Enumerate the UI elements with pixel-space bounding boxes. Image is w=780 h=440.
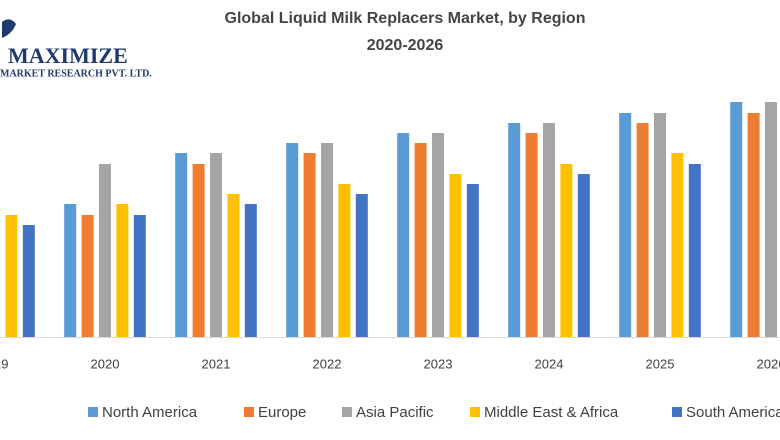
bar — [22, 225, 35, 337]
bar — [730, 102, 743, 337]
legend-swatch — [470, 407, 480, 417]
bar — [99, 164, 111, 337]
legend-swatch — [672, 407, 682, 417]
bar — [116, 204, 129, 337]
bar — [432, 133, 444, 337]
bar — [355, 194, 368, 337]
bar — [5, 215, 18, 337]
x-tick-label: 2024 — [535, 356, 564, 371]
legend-swatch — [244, 407, 254, 417]
x-tick-label: 2019 — [0, 356, 8, 371]
bar — [654, 113, 666, 337]
bar — [747, 113, 760, 337]
bar — [414, 143, 427, 337]
x-tick-label: 2023 — [424, 356, 453, 371]
x-tick-label: 2026 — [757, 356, 780, 371]
bar — [286, 143, 299, 337]
bar — [577, 174, 590, 337]
bar — [133, 215, 146, 337]
legend-label: South America — [686, 404, 780, 421]
bar — [338, 184, 351, 337]
legend-label: Middle East & Africa — [484, 404, 619, 421]
bar — [525, 133, 538, 337]
logo-icon — [2, 19, 16, 38]
legend-swatch — [88, 407, 98, 417]
legend-label: Asia Pacific — [356, 404, 434, 421]
bar — [619, 113, 632, 337]
bar — [210, 153, 222, 337]
x-tick-label: 2022 — [313, 356, 342, 371]
bar — [765, 102, 777, 337]
logo-name: MAXIMIZE — [8, 43, 128, 68]
x-tick-label: 2021 — [202, 356, 231, 371]
x-tick-label: 2020 — [91, 356, 120, 371]
x-tick-label: 2025 — [646, 356, 675, 371]
bar — [636, 123, 649, 337]
bar — [244, 204, 257, 337]
chart-subtitle: 2020-2026 — [367, 37, 444, 54]
logo-tagline: MARKET RESEARCH PVT. LTD. — [0, 68, 152, 79]
bar — [543, 123, 555, 337]
bar — [449, 174, 462, 337]
bar — [64, 204, 77, 337]
bar — [688, 164, 701, 337]
legend-label: Europe — [258, 404, 306, 421]
chart-title: Global Liquid Milk Replacers Market, by … — [225, 10, 586, 27]
bar — [303, 153, 316, 337]
bar — [560, 164, 573, 337]
bar — [192, 164, 205, 337]
bar — [81, 215, 94, 337]
bar — [508, 123, 521, 337]
bar — [466, 184, 479, 337]
bar — [227, 194, 240, 337]
legend-swatch — [342, 407, 352, 417]
bar — [671, 153, 684, 337]
bar — [397, 133, 410, 337]
bar — [321, 143, 333, 337]
legend-label: North America — [102, 404, 198, 421]
bar — [175, 153, 188, 337]
